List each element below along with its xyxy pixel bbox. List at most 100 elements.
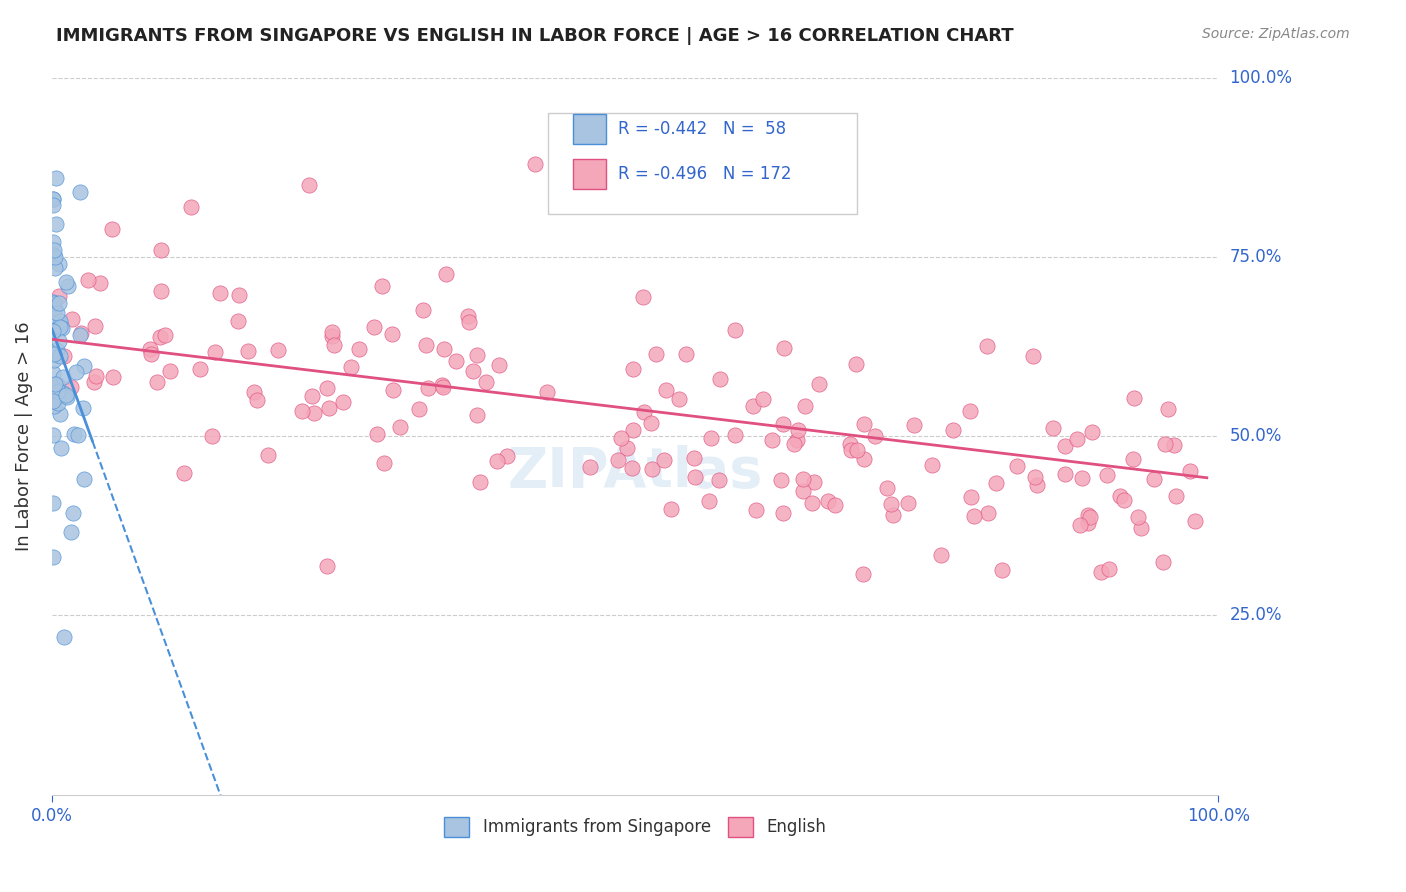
- Point: [699, 431, 721, 445]
- Point: [60, 312, 83, 326]
- Point: [579, 460, 602, 475]
- Point: [853, 452, 876, 467]
- Point: [655, 383, 678, 397]
- Point: [882, 508, 904, 523]
- Point: [77, 273, 100, 287]
- Point: [942, 423, 965, 437]
- Point: [852, 417, 875, 431]
- Point: [101, 222, 124, 236]
- Point: [228, 314, 250, 328]
- Point: [876, 481, 898, 495]
- Point: [432, 380, 454, 394]
- Point: [48, 334, 70, 348]
- Text: Source: ZipAtlas.com: Source: ZipAtlas.com: [1202, 27, 1350, 41]
- Point: [745, 503, 768, 517]
- Point: [62, 506, 84, 520]
- Point: [724, 427, 747, 442]
- Point: [42, 496, 65, 510]
- Point: [321, 329, 343, 343]
- Point: [685, 470, 707, 484]
- Point: [803, 475, 825, 489]
- Point: [1066, 432, 1088, 446]
- Point: [1129, 521, 1152, 535]
- Point: [56, 390, 79, 404]
- Point: [1078, 510, 1101, 524]
- Point: [42, 324, 65, 338]
- Point: [457, 309, 479, 323]
- Point: [44, 302, 66, 317]
- Point: [1112, 493, 1135, 508]
- Legend: Immigrants from Singapore, English: Immigrants from Singapore, English: [437, 810, 832, 844]
- Point: [381, 326, 404, 341]
- Point: [1153, 555, 1175, 569]
- Point: [366, 427, 388, 442]
- Point: [1022, 349, 1045, 363]
- Point: [418, 381, 440, 395]
- Text: R = -0.496   N = 172: R = -0.496 N = 172: [617, 165, 792, 183]
- Point: [49, 407, 72, 421]
- Point: [46, 306, 69, 320]
- Point: [845, 357, 868, 371]
- Point: [373, 457, 395, 471]
- Point: [257, 448, 280, 462]
- Point: [48, 257, 70, 271]
- Point: [49, 318, 72, 332]
- Point: [72, 401, 94, 415]
- Point: [45, 217, 67, 231]
- Point: [370, 279, 392, 293]
- Point: [228, 288, 250, 302]
- Point: [332, 394, 354, 409]
- Point: [1122, 452, 1144, 467]
- Point: [46, 384, 69, 398]
- Point: [42, 244, 65, 258]
- Point: [621, 423, 644, 437]
- Point: [960, 491, 983, 505]
- Point: [1163, 438, 1185, 452]
- Point: [44, 251, 66, 265]
- Point: [53, 630, 76, 644]
- Point: [65, 365, 87, 379]
- Point: [1109, 489, 1132, 503]
- Point: [616, 441, 638, 455]
- Point: [42, 353, 65, 368]
- Point: [51, 370, 73, 384]
- Point: [42, 235, 65, 249]
- Point: [408, 402, 430, 417]
- Point: [48, 395, 70, 409]
- Point: [697, 494, 720, 508]
- Point: [707, 474, 730, 488]
- Point: [141, 346, 163, 360]
- Point: [1005, 458, 1028, 473]
- Point: [631, 290, 654, 304]
- Point: [49, 313, 72, 327]
- Point: [1153, 437, 1175, 451]
- Point: [1081, 425, 1104, 439]
- Point: [761, 433, 783, 447]
- Point: [52, 386, 75, 401]
- Point: [149, 330, 172, 344]
- Point: [770, 474, 793, 488]
- Point: [772, 506, 794, 520]
- Point: [488, 359, 510, 373]
- Point: [486, 453, 509, 467]
- Point: [1024, 470, 1046, 484]
- Point: [839, 442, 862, 457]
- Point: [963, 508, 986, 523]
- Point: [433, 343, 456, 357]
- Point: [412, 303, 434, 318]
- Point: [48, 289, 70, 303]
- Point: [66, 427, 89, 442]
- Point: [1143, 472, 1166, 486]
- Point: [238, 343, 260, 358]
- Point: [1184, 514, 1206, 528]
- Point: [976, 339, 998, 353]
- Point: [45, 170, 67, 185]
- Point: [807, 376, 830, 391]
- Point: [1164, 489, 1187, 503]
- Text: 50.0%: 50.0%: [1230, 427, 1282, 445]
- Point: [959, 404, 981, 418]
- Point: [879, 497, 901, 511]
- Point: [153, 328, 176, 343]
- Text: 75.0%: 75.0%: [1230, 248, 1282, 266]
- Point: [863, 428, 886, 442]
